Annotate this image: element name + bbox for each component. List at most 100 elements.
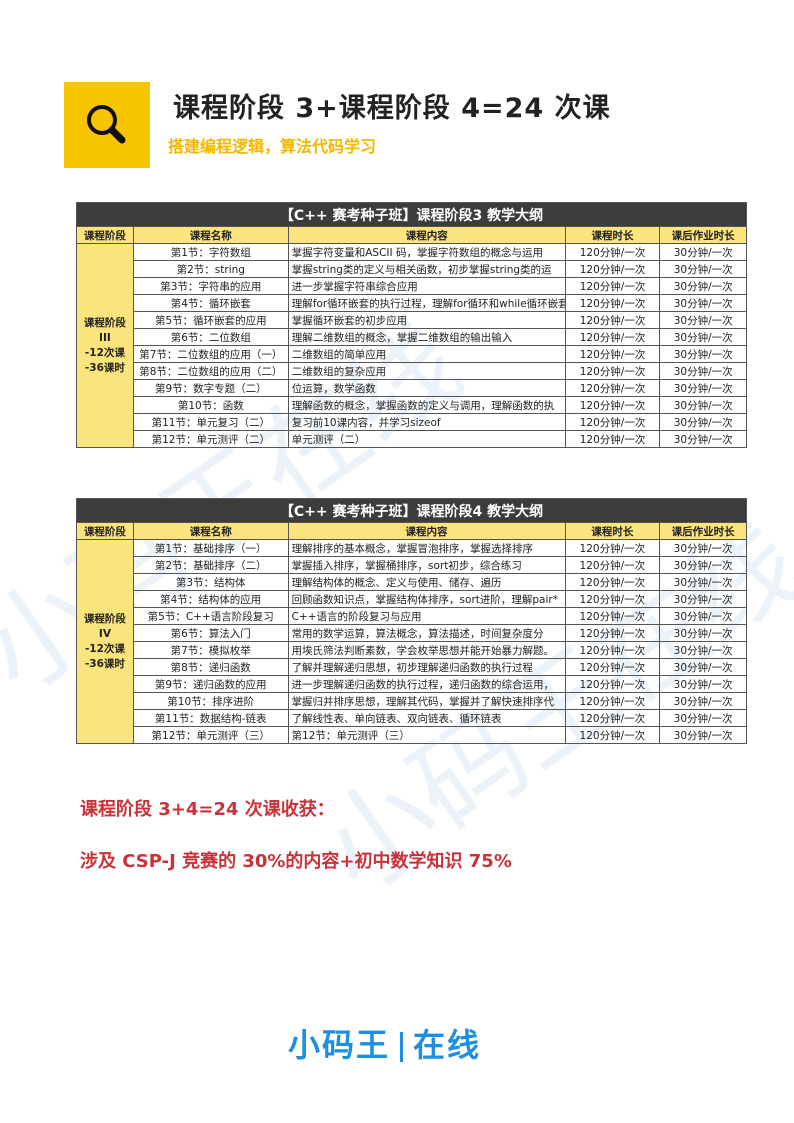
lesson-name: 第10节：函数 — [132, 396, 289, 414]
lesson-content: 掌握插入排序，掌握桶排序，sort初步，综合练习 — [287, 556, 566, 574]
lesson-duration: 120分钟/一次 — [564, 328, 661, 346]
homework-duration: 30分钟/一次 — [659, 624, 747, 642]
table-row: 第8节：递归函数 了解并理解递归思想，初步理解递归函数的执行过程 120分钟/一次 3… — [77, 658, 747, 676]
lesson-content: 理解排序的基本概念，掌握冒泡排序，掌握选择排序 — [287, 539, 566, 557]
lesson-duration: 120分钟/一次 — [564, 726, 661, 744]
col-stage: 课程阶段 — [76, 226, 134, 244]
homework-duration: 30分钟/一次 — [659, 260, 747, 278]
homework-duration: 30分钟/一次 — [659, 243, 747, 261]
table-row: 第10节：排序进阶 掌握归并排序思想，理解其代码，掌握并了解快速排序代 120分钟/… — [77, 692, 747, 710]
table-caption: 【C++ 赛考种子班】课程阶段3 教学大纲 — [76, 202, 747, 227]
lesson-duration: 120分钟/一次 — [564, 294, 661, 312]
stage-label: 课程阶段IV — [83, 612, 126, 640]
table-row: 第12节：单元测评（二） 单元测评（二） 120分钟/一次 30分钟/一次 — [77, 430, 747, 448]
lesson-name: 第4节：结构体的应用 — [132, 590, 289, 608]
table-row: 第11节：单元复习（二） 复习前10课内容，并学习sizeof 120分钟/一次 30… — [77, 413, 747, 431]
homework-duration: 30分钟/一次 — [659, 277, 747, 295]
table-row: 第3节：字符串的应用 进一步掌握字符串综合应用 120分钟/一次 30分钟/一次 — [77, 277, 747, 295]
col-name: 课程名称 — [132, 522, 289, 540]
brand-logo: 小码王 在线 — [288, 1020, 481, 1066]
lesson-name: 第3节：结构体 — [132, 573, 289, 591]
lesson-name: 第8节：递归函数 — [132, 658, 289, 676]
col-content: 课程内容 — [287, 226, 566, 244]
logo-right: 在线 — [413, 1026, 482, 1064]
lesson-duration: 120分钟/一次 — [564, 345, 661, 363]
homework-duration: 30分钟/一次 — [659, 413, 747, 431]
stage-cell: 课程阶段III -12次课 -36课时 — [76, 243, 134, 448]
homework-duration: 30分钟/一次 — [659, 430, 747, 448]
lesson-content: 理解函数的概念，掌握函数的定义与调用，理解函数的执 — [287, 396, 566, 414]
lesson-content: 理解结构体的概念、定义与使用、储存、遍历 — [287, 573, 566, 591]
header-icon-box — [64, 82, 150, 168]
homework-duration: 30分钟/一次 — [659, 692, 747, 710]
lesson-duration: 120分钟/一次 — [564, 692, 661, 710]
lesson-content: 进一步理解递归函数的执行过程，递归函数的综合运用， — [287, 675, 566, 693]
lesson-duration: 120分钟/一次 — [564, 277, 661, 295]
homework-duration: 30分钟/一次 — [659, 556, 747, 574]
summary-detail: 涉及 CSP-J 竞赛的 30%的内容+初中数学知识 75% — [80, 851, 512, 872]
lesson-name: 第9节：递归函数的应用 — [132, 675, 289, 693]
lesson-content: 了解线性表、单向链表、双向链表、循环链表 — [287, 709, 566, 727]
lesson-duration: 120分钟/一次 — [564, 413, 661, 431]
lesson-content: 理解二维数组的概念，掌握二维数组的输出输入 — [287, 328, 566, 346]
lesson-name: 第12节：单元测评（三） — [132, 726, 289, 744]
lesson-duration: 120分钟/一次 — [564, 396, 661, 414]
lesson-content: 掌握循环嵌套的初步应用 — [287, 311, 566, 329]
lesson-duration: 120分钟/一次 — [564, 641, 661, 659]
table-row: 第2节：string 掌握string类的定义与相关函数，初步掌握string类的… — [77, 260, 747, 278]
homework-duration: 30分钟/一次 — [659, 658, 747, 676]
stage-cell: 课程阶段IV -12次课 -36课时 — [76, 539, 134, 744]
homework-duration: 30分钟/一次 — [659, 362, 747, 380]
homework-duration: 30分钟/一次 — [659, 573, 747, 591]
lesson-content: 复习前10课内容，并学习sizeof — [287, 413, 566, 431]
table-row: 第3节：结构体 理解结构体的概念、定义与使用、储存、遍历 120分钟/一次 30分钟/… — [77, 573, 747, 591]
lesson-duration: 120分钟/一次 — [564, 379, 661, 397]
stage-label: -36课时 — [84, 657, 125, 670]
lesson-content: C++语言的阶段复习与应用 — [287, 607, 566, 625]
col-homework: 课后作业时长 — [659, 226, 747, 244]
homework-duration: 30分钟/一次 — [659, 607, 747, 625]
lesson-name: 第11节：单元复习（二） — [132, 413, 289, 431]
lesson-duration: 120分钟/一次 — [564, 362, 661, 380]
lesson-content: 单元测评（二） — [287, 430, 566, 448]
lesson-name: 第3节：字符串的应用 — [132, 277, 289, 295]
lesson-name: 第12节：单元测评（二） — [132, 430, 289, 448]
lesson-content: 了解并理解递归思想，初步理解递归函数的执行过程 — [287, 658, 566, 676]
col-content: 课程内容 — [287, 522, 566, 540]
lesson-content: 进一步掌握字符串综合应用 — [287, 277, 566, 295]
table-row: 课程阶段IV -12次课 -36课时 第1节：基础排序（一） 理解排序的基本概念，掌握冒… — [76, 539, 747, 744]
page-title: 课程阶段 3+课程阶段 4=24 次课 — [173, 93, 611, 124]
homework-duration: 30分钟/一次 — [659, 675, 747, 693]
search-icon — [87, 105, 126, 144]
lesson-content: 第12节：单元测评（三） — [287, 726, 566, 744]
table-row: 第7节：二位数组的应用（一） 二维数组的简单应用 120分钟/一次 30分钟/一次 — [77, 345, 747, 363]
lesson-duration: 120分钟/一次 — [564, 311, 661, 329]
table-row: 第11节：数据结构-链表 了解线性表、单向链表、双向链表、循环链表 120分钟/一次… — [77, 709, 747, 727]
lesson-duration: 120分钟/一次 — [564, 573, 661, 591]
col-homework: 课后作业时长 — [659, 522, 747, 540]
logo-left: 小码王 — [288, 1026, 391, 1064]
lesson-name: 第4节：循环嵌套 — [132, 294, 289, 312]
table-row: 第9节：递归函数的应用 进一步理解递归函数的执行过程，递归函数的综合运用， 120分… — [77, 675, 747, 693]
lesson-content: 回顾函数知识点，掌握结构体排序，sort进阶，理解pair* — [287, 590, 566, 608]
lesson-name: 第8节：二位数组的应用（二） — [132, 362, 289, 380]
lesson-name: 第7节：二位数组的应用（一） — [132, 345, 289, 363]
lesson-name: 第10节：排序进阶 — [132, 692, 289, 710]
col-duration: 课程时长 — [564, 522, 661, 540]
lesson-name: 第6节：算法入门 — [132, 624, 289, 642]
homework-duration: 30分钟/一次 — [659, 328, 747, 346]
table-row: 第6节：二位数组 理解二维数组的概念，掌握二维数组的输出输入 120分钟/一次 30分… — [77, 328, 747, 346]
lesson-content: 掌握string类的定义与相关函数，初步掌握string类的运 — [287, 260, 566, 278]
table-row: 第8节：二位数组的应用（二） 二维数组的复杂应用 120分钟/一次 30分钟/一次 — [77, 362, 747, 380]
table-row: 第12节：单元测评（三） 第12节：单元测评（三） 120分钟/一次 30分钟/一次 — [77, 726, 747, 744]
stage-label: -36课时 — [84, 361, 125, 374]
table-row: 第10节：函数 理解函数的概念，掌握函数的定义与调用，理解函数的执 120分钟/一次… — [77, 396, 747, 414]
homework-duration: 30分钟/一次 — [659, 709, 747, 727]
lesson-name: 第6节：二位数组 — [132, 328, 289, 346]
homework-duration: 30分钟/一次 — [659, 726, 747, 744]
lesson-name: 第11节：数据结构-链表 — [132, 709, 289, 727]
lesson-name: 第1节：基础排序（一） — [132, 539, 289, 557]
stage-label: -12次课 — [84, 642, 125, 655]
homework-duration: 30分钟/一次 — [659, 396, 747, 414]
lesson-content: 二维数组的简单应用 — [287, 345, 566, 363]
